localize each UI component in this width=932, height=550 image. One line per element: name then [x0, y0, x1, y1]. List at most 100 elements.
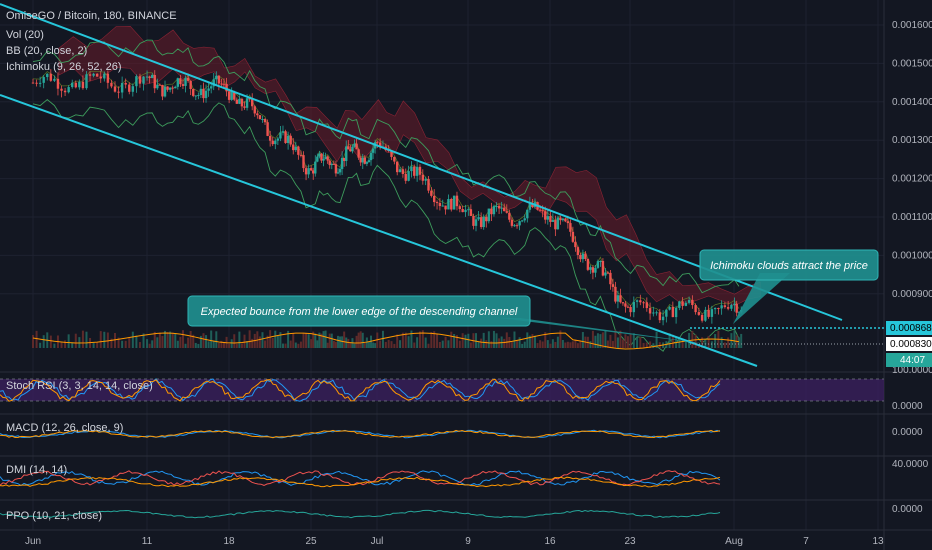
- channel-lower-line: [0, 94, 758, 367]
- candle-body: [365, 162, 369, 164]
- macd-title[interactable]: MACD (12, 26, close, 9): [6, 422, 124, 434]
- candle-body: [474, 219, 478, 226]
- countdown-tag-label: 44:07: [900, 355, 925, 366]
- time-tick-label: 13: [872, 536, 884, 547]
- volume-bar: [289, 340, 292, 348]
- volume-bar: [210, 330, 213, 348]
- volume-bar: [614, 330, 617, 348]
- volume-bar: [694, 334, 697, 348]
- candle-body: [472, 215, 475, 226]
- volume-bar: [142, 333, 145, 348]
- candle-body: [281, 131, 285, 133]
- candle-body: [681, 301, 684, 306]
- stoch-rsi-title[interactable]: Stoch RSI (3, 3, 14, 14, close): [6, 380, 153, 392]
- volume-bar: [228, 343, 231, 348]
- volume-bar: [740, 333, 743, 348]
- volume-bar: [322, 331, 325, 348]
- candle-body: [235, 99, 239, 104]
- volume-bar: [554, 341, 557, 348]
- candle-body: [531, 203, 534, 208]
- volume-bar: [179, 336, 182, 348]
- candle-body: [407, 171, 410, 181]
- candle-body: [199, 88, 203, 96]
- volume-bar: [246, 341, 249, 348]
- indicator-ichimoku[interactable]: Ichimoku (9, 26, 52, 26): [6, 61, 122, 73]
- dmi-title[interactable]: DMI (14, 14): [6, 464, 68, 476]
- symbol-title[interactable]: OmiseGO / Bitcoin, 180, BINANCE: [6, 10, 177, 22]
- candle-body: [274, 140, 277, 145]
- volume-bar: [541, 341, 544, 348]
- price-axis[interactable]: 0.001600 0.001500 0.001400 0.001300 0.001200…: [892, 20, 932, 515]
- candle-body: [361, 157, 364, 163]
- volume-bar: [235, 343, 238, 348]
- volume-bar: [64, 340, 67, 348]
- candle-body: [707, 309, 710, 317]
- volume-bar: [393, 343, 396, 348]
- callouts[interactable]: Expected bounce from the lower edge of t…: [187, 249, 879, 345]
- volume-bar: [737, 337, 740, 348]
- volume-bar: [181, 330, 184, 348]
- oscillator-lines: [0, 378, 721, 519]
- volume-bar: [153, 331, 156, 348]
- volume-bar: [464, 334, 467, 348]
- volume-bar: [671, 334, 674, 348]
- candle-body: [461, 208, 464, 213]
- candle-body: [35, 82, 38, 84]
- candle-body: [733, 303, 736, 305]
- candle-body: [225, 83, 228, 92]
- candle-body: [307, 168, 310, 175]
- ppo-title[interactable]: PPO (10, 21, close): [6, 510, 102, 522]
- indicator-volume[interactable]: Vol (20): [6, 29, 44, 41]
- candle-body: [421, 174, 425, 181]
- candle-body: [367, 160, 371, 163]
- volume-bar: [334, 341, 337, 348]
- candle-body: [492, 206, 496, 215]
- volume-bar: [438, 341, 441, 348]
- candle-body: [538, 209, 542, 211]
- volume-bar: [284, 343, 287, 348]
- candle-body: [591, 267, 595, 273]
- candle-body: [220, 83, 223, 85]
- candle-body: [430, 190, 433, 196]
- volume-bar: [461, 333, 464, 348]
- candle-body: [574, 241, 577, 248]
- candle-body: [579, 254, 582, 260]
- volume-bar: [447, 340, 450, 348]
- indicator-bb[interactable]: BB (20, close, 2): [6, 45, 88, 57]
- candle-body: [209, 86, 213, 89]
- candle-body: [292, 144, 295, 151]
- candle-body: [671, 307, 675, 318]
- candle-body: [584, 253, 587, 260]
- volume-bar: [171, 332, 174, 348]
- candle-body: [704, 309, 707, 321]
- candle-body: [427, 179, 430, 191]
- candle-body: [359, 157, 362, 163]
- candle-body: [49, 73, 53, 81]
- candle-body: [192, 88, 195, 96]
- candle-body: [571, 231, 575, 242]
- volume-bar: [292, 333, 295, 348]
- time-tick-label: 9: [465, 536, 471, 547]
- callout-lower-edge-text: Expected bounce from the lower edge of t…: [201, 306, 518, 318]
- volume-bar: [146, 339, 149, 348]
- candle-body: [674, 307, 678, 318]
- volume-bars: [32, 330, 743, 350]
- volume-bar: [609, 334, 612, 348]
- volume-bar: [619, 330, 622, 348]
- time-axis[interactable]: Jun 11 18 25 Jul 9 16 23 Aug 7 13: [25, 536, 884, 547]
- candle-body: [60, 88, 63, 91]
- candle-body: [99, 76, 102, 79]
- volume-bar: [345, 337, 348, 348]
- volume-bar: [353, 343, 356, 348]
- volume-bar: [361, 332, 364, 348]
- volume-bar: [539, 340, 542, 348]
- candle-body: [42, 77, 45, 83]
- volume-bar: [424, 337, 427, 348]
- candle-body: [606, 272, 610, 274]
- bb-upper-line: [32, 39, 740, 294]
- candle-body: [309, 168, 313, 171]
- price-tag-label: 0.000830: [890, 339, 932, 350]
- volume-bar: [240, 343, 243, 348]
- candle-body: [78, 81, 81, 88]
